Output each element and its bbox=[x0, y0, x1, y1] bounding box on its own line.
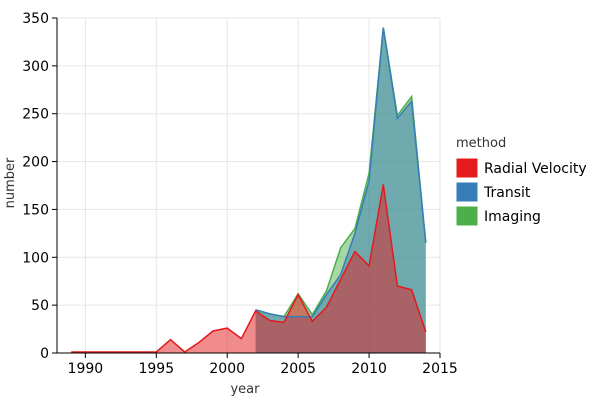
x-tick-label: 2015 bbox=[422, 361, 458, 377]
axes bbox=[56, 18, 440, 354]
legend-swatch-radial-velocity bbox=[455, 157, 479, 179]
y-tick-label: 150 bbox=[22, 202, 49, 218]
radial-velocity-area bbox=[71, 184, 426, 353]
y-tick-label: 200 bbox=[22, 155, 49, 171]
y-tick-label: 0 bbox=[40, 346, 49, 362]
series-areas bbox=[71, 27, 426, 353]
y-tick-label: 350 bbox=[22, 11, 49, 27]
x-tick-label: 2005 bbox=[280, 361, 316, 377]
legend-label-radial-velocity: Radial Velocity bbox=[484, 161, 587, 177]
radial-velocity-line bbox=[71, 184, 427, 353]
y-axis-title: number bbox=[3, 157, 18, 208]
y-tick-label: 300 bbox=[22, 59, 49, 75]
y-tick-label: 250 bbox=[22, 107, 49, 123]
legend-swatch-imaging bbox=[455, 205, 479, 227]
legend-title: method bbox=[456, 136, 506, 151]
x-tick-label: 1995 bbox=[138, 361, 174, 377]
series-lines bbox=[71, 27, 427, 353]
legend-label-transit: Transit bbox=[483, 185, 531, 201]
y-tick-label: 100 bbox=[22, 250, 49, 266]
legend: method Radial Velocity Transit Imaging bbox=[455, 136, 587, 227]
legend-label-imaging: Imaging bbox=[484, 209, 541, 225]
x-tick-label: 2000 bbox=[209, 361, 245, 377]
legend-swatch-transit bbox=[455, 181, 479, 203]
x-axis-ticks: 1990 1995 2000 2005 2010 2015 bbox=[68, 353, 458, 377]
x-axis-title: year bbox=[230, 382, 260, 397]
x-tick-label: 2010 bbox=[351, 361, 387, 377]
x-tick-label: 1990 bbox=[68, 361, 104, 377]
y-axis-ticks: 0 50 100 150 200 250 300 350 bbox=[22, 11, 57, 362]
transit-line bbox=[255, 27, 427, 318]
y-tick-label: 50 bbox=[31, 298, 49, 314]
